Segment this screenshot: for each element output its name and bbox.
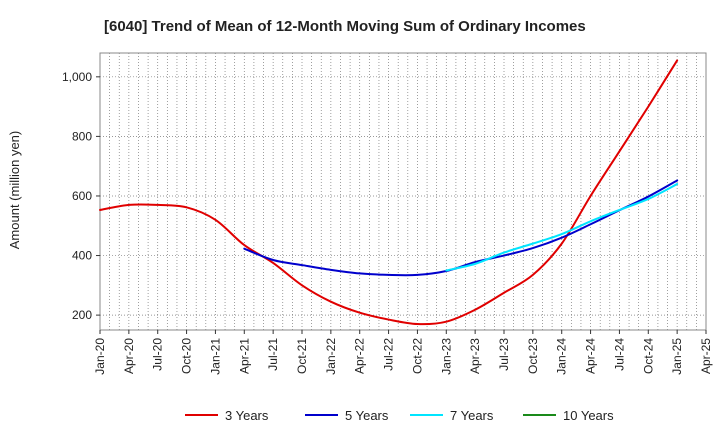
chart-title: [6040] Trend of Mean of 12-Month Moving … — [104, 18, 586, 35]
x-tick-label: Apr-20 — [122, 338, 136, 374]
x-tick-label: Apr-21 — [237, 338, 251, 374]
x-tick-label: Jul-24 — [612, 338, 626, 371]
legend-label: 7 Years — [450, 408, 494, 423]
y-tick-label: 600 — [72, 189, 92, 203]
series-lines — [99, 59, 679, 326]
x-tick-label: Jan-20 — [93, 338, 107, 375]
x-tick-label: Oct-20 — [180, 338, 194, 374]
series-line-3-years — [99, 59, 679, 326]
x-tick-label: Oct-22 — [410, 338, 424, 374]
series-line-5-years — [243, 179, 679, 277]
x-tick-label: Jan-24 — [555, 338, 569, 375]
x-tick-label: Jan-23 — [439, 338, 453, 375]
x-tick-label: Jan-22 — [324, 338, 338, 375]
x-tick-label: Apr-22 — [353, 338, 367, 374]
series-line-7-years — [445, 183, 679, 272]
x-tick-label: Oct-24 — [641, 338, 655, 374]
x-tick-label: Apr-23 — [468, 338, 482, 374]
y-tick-label: 400 — [72, 249, 92, 263]
grid — [100, 53, 706, 330]
legend-label: 10 Years — [563, 408, 614, 423]
x-tick-label: Oct-21 — [295, 338, 309, 374]
y-tick-label: 1,000 — [62, 70, 92, 84]
x-tick-label: Apr-24 — [584, 338, 598, 374]
x-tick-label: Jul-20 — [151, 338, 165, 371]
y-axis-ticks: 200 400 600 800 1,000 — [62, 70, 100, 322]
x-axis-ticks: Jan-20 Apr-20 Jul-20 Oct-20 Jan-21 Apr-21 Jul-… — [93, 330, 713, 375]
x-tick-label: Jul-22 — [382, 338, 396, 371]
legend-label: 3 Years — [225, 408, 269, 423]
y-tick-label: 800 — [72, 129, 92, 143]
y-tick-label: 200 — [72, 308, 92, 322]
x-tick-label: Jan-21 — [208, 338, 222, 375]
x-tick-label: Oct-23 — [526, 338, 540, 374]
legend-label: 5 Years — [345, 408, 389, 423]
legend: 3 Years 5 Years 7 Years 10 Years — [185, 408, 614, 423]
plot-frame — [99, 52, 707, 331]
x-tick-label: Jan-25 — [670, 338, 684, 375]
x-tick-label: Apr-25 — [699, 338, 713, 374]
x-tick-label: Jul-21 — [266, 338, 280, 371]
x-tick-label: Jul-23 — [497, 338, 511, 371]
y-axis-label: Amount (million yen) — [7, 131, 22, 250]
